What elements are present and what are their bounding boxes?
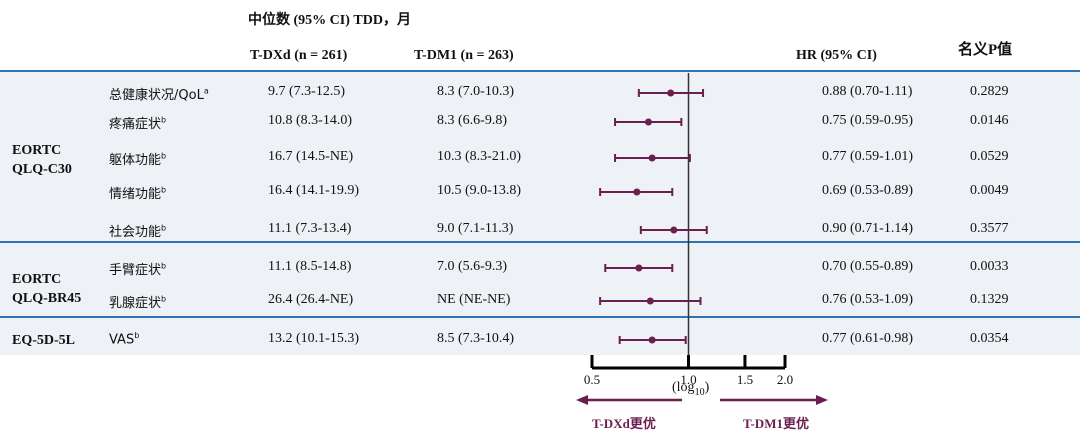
row-label: VASb bbox=[109, 331, 140, 348]
tdxd-median: 11.1 (7.3-13.4) bbox=[268, 221, 352, 236]
row-label: 总健康状况/QoLa bbox=[109, 86, 209, 103]
hr-value: 0.77 (0.61-0.98) bbox=[822, 331, 913, 346]
row-label: 躯体功能b bbox=[109, 151, 167, 168]
p-value: 0.0146 bbox=[970, 113, 1009, 128]
x-tick-label: 1.0 bbox=[680, 372, 696, 387]
p-column-header: 名义P值 bbox=[958, 42, 1013, 58]
tdxd-median: 11.1 (8.5-14.8) bbox=[268, 259, 352, 274]
tdxd-median: 16.7 (14.5-NE) bbox=[268, 149, 354, 164]
group-label-line2: QLQ-C30 bbox=[12, 162, 72, 177]
tdxd-median: 9.7 (7.3-12.5) bbox=[268, 84, 345, 99]
p-value: 0.0033 bbox=[970, 259, 1009, 274]
left-arrow-label: T-DXd更优 bbox=[592, 416, 656, 431]
tdxd-median: 10.8 (8.3-14.0) bbox=[268, 113, 352, 128]
left-arrow-head bbox=[576, 395, 588, 405]
tdm1-median: 10.3 (8.3-21.0) bbox=[437, 149, 521, 164]
tdm1-median: 8.3 (6.6-9.8) bbox=[437, 113, 507, 128]
separator-top bbox=[0, 70, 1080, 72]
median-title: 中位数 (95% CI) TDD，月 bbox=[248, 13, 411, 28]
group-qlq-br45: EORTC QLQ-BR45 bbox=[12, 270, 81, 308]
group-label-line2: QLQ-BR45 bbox=[12, 291, 82, 306]
p-value: 0.0354 bbox=[970, 331, 1009, 346]
tdm1-median: 10.5 (9.0-13.8) bbox=[437, 183, 521, 198]
separator-br45 bbox=[0, 316, 1080, 318]
tdxd-median: 13.2 (10.1-15.3) bbox=[268, 331, 359, 346]
tdxd-median: 26.4 (26.4-NE) bbox=[268, 292, 354, 307]
tdm1-median: 8.3 (7.0-10.3) bbox=[437, 84, 514, 99]
hr-point bbox=[667, 89, 675, 97]
group-label-line1: EQ-5D-5L bbox=[12, 333, 75, 348]
row-label: 社会功能b bbox=[109, 223, 167, 240]
x-tick-label: 0.5 bbox=[584, 372, 600, 387]
hr-value: 0.90 (0.71-1.14) bbox=[822, 221, 913, 236]
hr-value: 0.69 (0.53-0.89) bbox=[822, 183, 913, 198]
tdxd-median: 16.4 (14.1-19.9) bbox=[268, 183, 359, 198]
band-qlq-br45 bbox=[0, 243, 1080, 316]
band-qlq-c30 bbox=[0, 72, 1080, 241]
tdm1-column-header: T-DM1 (n = 263) bbox=[414, 48, 514, 63]
p-value: 0.2829 bbox=[970, 84, 1009, 99]
group-label-line1: EORTC bbox=[12, 143, 62, 158]
x-tick-label: 1.5 bbox=[737, 372, 753, 387]
hr-point bbox=[648, 154, 656, 162]
right-arrow-label: T-DM1更优 bbox=[743, 416, 809, 431]
x-tick-label: 2.0 bbox=[777, 372, 793, 387]
hr-value: 0.76 (0.53-1.09) bbox=[822, 292, 913, 307]
p-value: 0.3577 bbox=[970, 221, 1009, 236]
separator-c30 bbox=[0, 241, 1080, 243]
row-label: 乳腺症状b bbox=[109, 294, 167, 311]
hr-value: 0.70 (0.55-0.89) bbox=[822, 259, 913, 274]
hr-point bbox=[670, 226, 678, 234]
axis-scale-label: (log10) bbox=[672, 380, 710, 398]
tdm1-median: NE (NE-NE) bbox=[437, 292, 511, 307]
tdm1-median: 7.0 (5.6-9.3) bbox=[437, 259, 507, 274]
group-qlq-c30: EORTC QLQ-C30 bbox=[12, 141, 72, 179]
hr-point bbox=[646, 297, 654, 305]
hr-point bbox=[648, 336, 656, 344]
hr-value: 0.75 (0.59-0.95) bbox=[822, 113, 913, 128]
tdm1-median: 8.5 (7.3-10.4) bbox=[437, 331, 514, 346]
hr-point bbox=[644, 118, 652, 126]
row-label: 手臂症状b bbox=[109, 261, 167, 278]
row-label: 疼痛症状b bbox=[109, 115, 167, 132]
hr-value: 0.88 (0.70-1.11) bbox=[822, 84, 913, 99]
hr-point bbox=[633, 188, 641, 196]
p-value: 0.1329 bbox=[970, 292, 1009, 307]
group-label-line1: EORTC bbox=[12, 272, 62, 287]
hr-point bbox=[635, 264, 643, 272]
row-label: 情绪功能b bbox=[109, 185, 167, 202]
p-value: 0.0049 bbox=[970, 183, 1009, 198]
tdxd-column-header: T-DXd (n = 261) bbox=[250, 48, 348, 63]
tdm1-median: 9.0 (7.1-11.3) bbox=[437, 221, 514, 236]
band-eq5d bbox=[0, 318, 1080, 355]
hr-value: 0.77 (0.59-1.01) bbox=[822, 149, 913, 164]
hr-column-header: HR (95% CI) bbox=[796, 48, 877, 63]
p-value: 0.0529 bbox=[970, 149, 1009, 164]
right-arrow-head bbox=[816, 395, 828, 405]
group-eq5d: EQ-5D-5L bbox=[12, 331, 75, 350]
